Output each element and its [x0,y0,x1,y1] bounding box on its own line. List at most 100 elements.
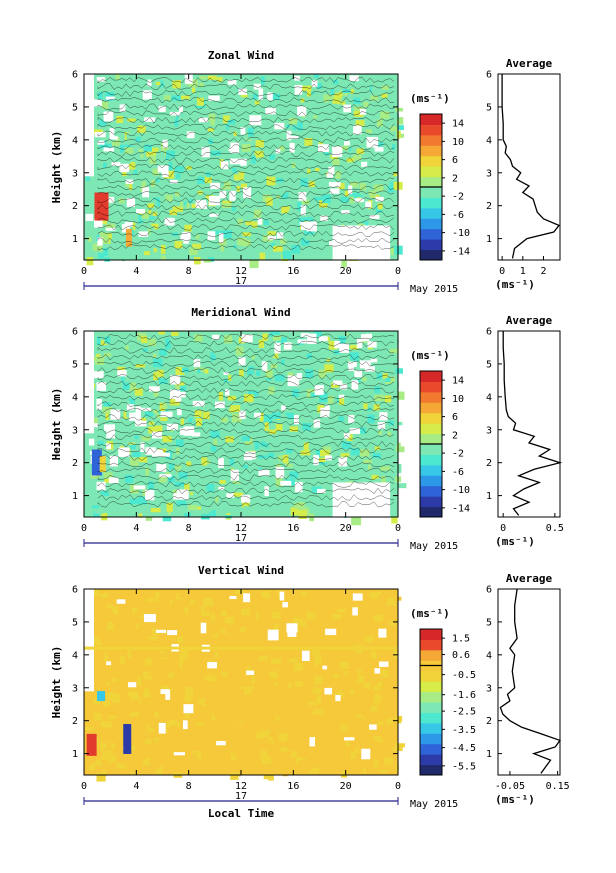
heatmap-cell [311,650,320,657]
data-gap [301,224,313,230]
heatmap-cell [241,660,251,669]
colorbar-swatch [420,412,442,424]
heatmap-cell [166,720,170,729]
heatmap-cell [351,516,362,526]
day-label: 17 [235,791,247,802]
data-gap [96,481,106,491]
heatmap-cell [340,196,349,203]
data-gap [339,343,350,353]
heatmap-cell [229,621,235,627]
heatmap-cell [90,589,100,597]
heatmap-cell [258,458,268,468]
heatmap-cell [100,340,108,346]
colorbar-tick-label: -2.5 [452,707,476,718]
heatmap-cell [271,93,281,100]
data-gap [293,414,299,425]
heatmap-cell [233,492,244,497]
data-gap [313,419,321,428]
heatmap-cell [268,773,274,781]
x-tick-label: 20 [340,266,352,277]
contour-line [97,203,395,211]
heatmap-cell [385,377,391,382]
heatmap-cell [196,97,204,106]
data-gap [209,213,219,217]
contour-line [97,103,395,111]
heatmap-cell [230,753,236,761]
heatmap-cell [194,257,201,265]
heatmap-cell [221,672,228,678]
heatmap-cell [305,632,309,639]
data-gap [294,84,303,95]
heatmap-cell [133,169,138,175]
heatmap-cell [391,381,399,388]
heatmap-cell [266,642,271,648]
heatmap-cell [346,683,355,693]
heatmap-cell [145,216,155,220]
heatmap-cell [92,243,103,252]
colorbar-swatch [420,670,442,682]
heatmap-cell [357,418,367,422]
heatmap-cell [221,591,228,599]
heatmap-cell [156,705,163,712]
heatmap-cell [271,406,279,413]
heatmap-cell [153,613,163,617]
heatmap-cell [306,353,312,359]
heatmap-cell [279,146,285,151]
heatmap-cell [143,144,153,152]
heatmap-cell [392,144,396,151]
heatmap-cell [150,736,154,745]
heatmap-cell [272,611,281,619]
heatmap-cell [160,417,168,421]
heatmap-cell [202,504,212,513]
heatmap-cell [347,434,353,441]
heatmap-cell [171,232,178,237]
heatmap-cell [150,507,161,513]
heatmap-cell [311,174,316,178]
data-gap [200,622,207,634]
heatmap-cell [137,677,142,687]
data-gap [174,391,186,398]
heatmap-cell [172,80,181,89]
heatmap-cell [308,716,316,725]
heatmap-cell [193,650,203,656]
data-gap [161,172,169,178]
heatmap-cell [102,143,112,148]
heatmap-cell [395,446,405,453]
heatmap-cell [104,92,115,101]
heatmap-cell [233,131,237,137]
heatmap-cell [158,331,166,335]
colorbar-tick-label: -3.5 [452,725,476,736]
heatmap-cell [341,101,346,106]
heatmap-cell [314,74,320,79]
heatmap-cell [143,750,148,759]
heatmap-cell [115,136,120,144]
heatmap-cell [397,391,405,400]
heatmap-cell [268,432,277,438]
heatmap-cell [130,161,136,170]
colorbar-tick-label: -14 [452,503,470,514]
data-gap [258,88,264,100]
data-gap [241,334,253,343]
heatmap-cell [336,608,347,613]
heatmap-cell [394,107,403,112]
heatmap-cell [124,474,134,483]
avg-y-tick-label: 4 [486,650,492,661]
heatmap-cell [234,434,238,440]
heatmap-cell [297,202,302,212]
heatmap-cell [85,173,90,181]
heatmap-cell [123,723,132,754]
heatmap-cell [292,125,297,131]
heatmap-cell [212,354,216,361]
heatmap-cell [370,705,378,712]
avg-y-tick-label: 3 [486,425,492,436]
data-gap [253,412,262,418]
heatmap-cell [376,372,382,380]
heatmap-cell [367,339,376,343]
heatmap-cell [148,672,154,677]
heatmap-cell [226,701,235,709]
data-gap [341,210,350,214]
heatmap-cell [131,222,136,231]
contour-line [97,237,395,244]
heatmap-cell [230,405,241,413]
heatmap-cell [362,377,367,382]
